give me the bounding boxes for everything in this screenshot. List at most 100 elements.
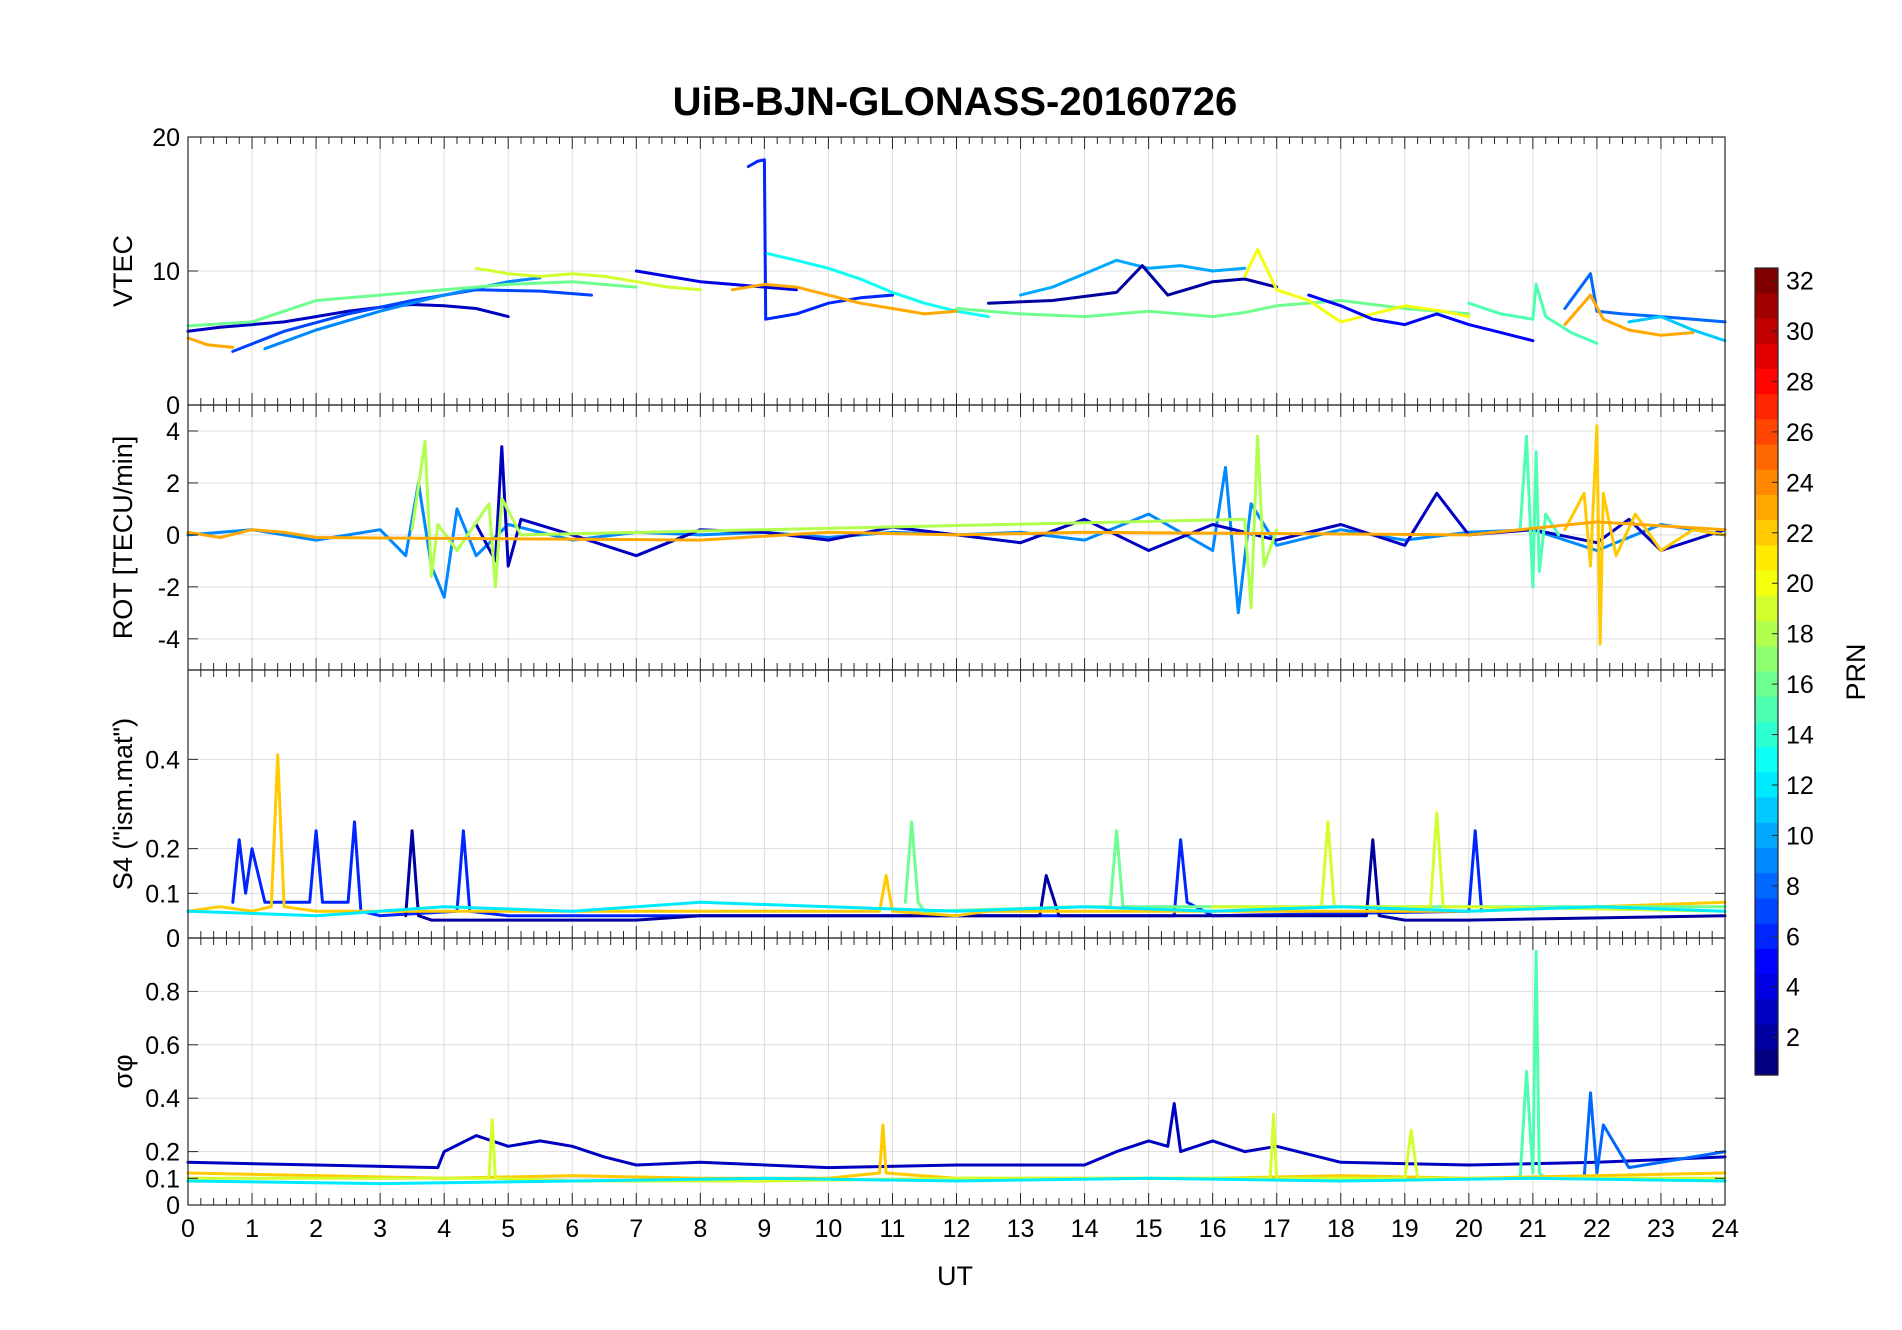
y-tick-label: 0.2 xyxy=(145,1139,180,1167)
colorbar-segment xyxy=(1755,696,1778,723)
series-line-prn-20 xyxy=(1243,248,1471,324)
series-line-prn-23 xyxy=(186,336,235,349)
x-tick-label: 21 xyxy=(1519,1215,1547,1243)
colorbar-segment xyxy=(1755,469,1778,496)
colorbar-segment xyxy=(1755,293,1778,320)
x-tick-label: 12 xyxy=(943,1215,971,1243)
colorbar-segment xyxy=(1755,494,1778,521)
colorbar-segment xyxy=(1755,873,1778,900)
x-axis-label: UT xyxy=(937,1261,973,1291)
y-tick-label: -2 xyxy=(158,574,180,602)
y-tick-label: 20 xyxy=(152,124,180,152)
x-tick-label: 10 xyxy=(815,1215,843,1243)
y-tick-label: 0 xyxy=(166,522,180,550)
x-tick-label: 7 xyxy=(629,1215,643,1243)
colorbar-segment xyxy=(1755,974,1778,1000)
colorbar-segment xyxy=(1755,822,1778,849)
colorbar-segment xyxy=(1755,368,1778,395)
series-line-prn-13 xyxy=(766,252,990,319)
colorbar-segment xyxy=(1755,621,1778,647)
colorbar-tick-label: 12 xyxy=(1786,772,1814,800)
series-line-prn-7 xyxy=(231,288,593,353)
x-tick-label: 4 xyxy=(437,1215,451,1243)
x-tick-label: 24 xyxy=(1711,1215,1739,1243)
colorbar-frame xyxy=(1754,267,1779,1076)
colorbar-tick-label: 32 xyxy=(1786,268,1814,296)
series-line-prn-8 xyxy=(1582,1091,1727,1180)
colorbar-label: PRN xyxy=(1841,643,1871,700)
y-tick-label: 0.1 xyxy=(145,1165,180,1193)
colorbar-segment xyxy=(1755,797,1778,824)
colorbar-segment xyxy=(1755,898,1778,925)
series-line-prn-23 xyxy=(730,282,958,316)
colorbar-tick-label: 28 xyxy=(1786,368,1814,396)
x-tick-label: 19 xyxy=(1391,1215,1419,1243)
x-tick-label: 3 xyxy=(373,1215,387,1243)
x-tick-label: 20 xyxy=(1455,1215,1483,1243)
colorbar-segment xyxy=(1755,772,1778,799)
colorbar-segment xyxy=(1755,646,1778,673)
colorbar-tick-label: 8 xyxy=(1786,873,1800,901)
x-tick-label: 11 xyxy=(879,1215,905,1243)
series-line-prn-15 xyxy=(1467,282,1599,345)
x-tick-label: 14 xyxy=(1071,1215,1099,1243)
x-axis: 0 1 2 3 4 5 6 7 8 9 10 11 12 13 14 15 16 17 18 19 20 21 22 23 24 xyxy=(181,1215,1739,1243)
x-tick-label: 1 xyxy=(245,1215,259,1243)
colorbar-tick-label: 4 xyxy=(1786,974,1800,1002)
colorbar-tick-label: 20 xyxy=(1786,570,1814,598)
panel-rot: -4 -2 0 2 4 ROT [TECU/min] xyxy=(108,404,1727,671)
colorbar-segment xyxy=(1755,520,1778,547)
x-tick-label: 23 xyxy=(1647,1215,1675,1243)
y-tick-label: 0.8 xyxy=(145,978,180,1006)
colorbar-segment xyxy=(1755,948,1778,975)
y-tick-label: 0.1 xyxy=(145,880,180,908)
y-tick-label: 0 xyxy=(166,392,180,420)
y-tick-label: 0.4 xyxy=(145,1085,180,1113)
y-tick-label: 0 xyxy=(166,1192,180,1220)
y-axis-label: ROT [TECU/min] xyxy=(108,436,138,640)
series-line-prn-23 xyxy=(186,520,1727,542)
colorbar-segment xyxy=(1755,394,1778,420)
y-tick-label: 0.6 xyxy=(145,1032,180,1060)
colorbar-tick-label: 2 xyxy=(1786,1024,1800,1052)
series-line-prn-4 xyxy=(634,269,798,292)
colorbar-segment xyxy=(1755,419,1778,446)
colorbar-tick-label: 26 xyxy=(1786,419,1814,447)
y-tick-label: 0 xyxy=(166,925,180,953)
colorbar-segment xyxy=(1755,999,1778,1026)
x-tick-label: 17 xyxy=(1263,1215,1291,1243)
series-line-prn-2 xyxy=(404,829,1727,922)
colorbar-tick-label: 16 xyxy=(1786,671,1814,699)
colorbar-tick-label: 6 xyxy=(1786,923,1800,951)
series-line-prn-12 xyxy=(186,900,1727,918)
series-line-prn-22 xyxy=(1563,424,1727,646)
series-line-prn-23 xyxy=(1563,293,1695,337)
panel-s4: 0 0.1 0.2 0.4S4 ("ism.mat") xyxy=(108,669,1727,953)
series-line-prn-19 xyxy=(474,266,702,292)
chart-title: UiB-BJN-GLONASS-20160726 xyxy=(673,80,1238,124)
x-tick-label: 16 xyxy=(1199,1215,1227,1243)
colorbar-segment xyxy=(1755,318,1778,345)
colorbar-tick-label: 10 xyxy=(1786,822,1814,850)
colorbar-segment xyxy=(1755,570,1778,597)
x-tick-label: 0 xyxy=(181,1215,195,1243)
x-tick-label: 22 xyxy=(1583,1215,1611,1243)
colorbar-tick-label: 18 xyxy=(1786,621,1814,649)
y-axis-label: S4 ("ism.mat") xyxy=(108,718,138,890)
series-line-prn-22 xyxy=(186,753,1727,918)
colorbar-segment xyxy=(1755,268,1778,294)
y-tick-label: 0.2 xyxy=(145,836,180,864)
colorbar-segment xyxy=(1755,923,1778,950)
colorbar-segment xyxy=(1755,848,1778,874)
y-tick-label: 0.4 xyxy=(145,746,180,774)
colorbar-tick-label: 30 xyxy=(1786,318,1814,346)
colorbar-tick-label: 24 xyxy=(1786,469,1814,497)
panel-sigma: 00.10.2 0.4 0.6 0.8 σφ xyxy=(108,937,1727,1220)
colorbar-segment xyxy=(1755,671,1778,698)
series-line-prn-16 xyxy=(955,299,1471,319)
y-axis-label: σφ xyxy=(108,1054,138,1088)
series-line-prn-2 xyxy=(987,264,1279,305)
